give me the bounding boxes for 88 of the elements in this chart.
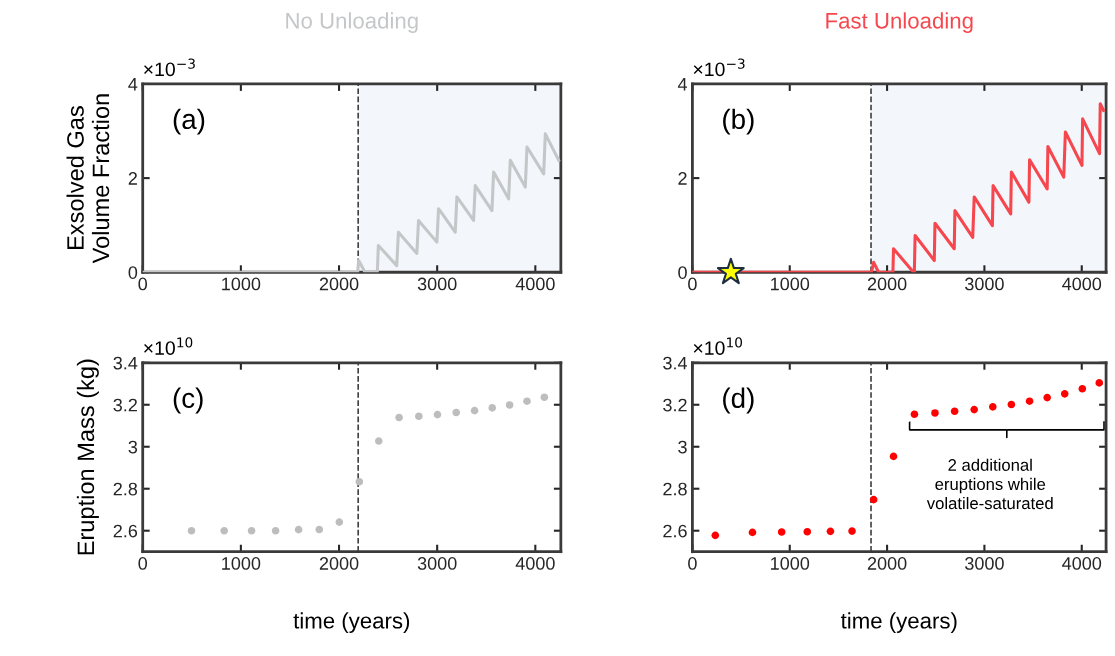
point [1095, 379, 1104, 387]
text: ×10$^{10}$ [693, 337, 742, 355]
x-tick-label: 3000 [417, 557, 457, 570]
point [315, 525, 324, 534]
point [711, 531, 720, 540]
point [523, 397, 531, 405]
chart-title: No Unloading [286, 12, 418, 34]
x-tick-label: 3000 [417, 277, 457, 291]
x-tick-label: 4000 [1062, 557, 1102, 570]
text: ×10$^{10}$ [144, 337, 193, 355]
x-axis-title: time (years) [293, 612, 410, 633]
y-tick-label: 3.4 [113, 356, 138, 370]
x-tick-label: 1000 [222, 277, 261, 291]
point [970, 405, 978, 414]
x-tick-label: 2000 [867, 557, 907, 570]
chart-title: Fast Unloading [826, 12, 973, 34]
annotation: 2 additional eruptions while volatile-saturated [926, 458, 1053, 510]
y-tick-label: 3.2 [663, 398, 687, 412]
point [433, 410, 442, 419]
x-tick-label: 2000 [319, 557, 359, 570]
y-tick-label: 2.6 [113, 524, 138, 538]
point [1007, 400, 1016, 409]
point [931, 409, 939, 417]
point [848, 527, 856, 535]
point [803, 527, 812, 536]
point [1043, 393, 1051, 402]
annotation: (d) [723, 387, 754, 414]
point [355, 477, 364, 486]
y-tick-label: 3.4 [663, 356, 688, 370]
x-tick-label: 3000 [965, 277, 1004, 291]
x-tick-label: 1000 [222, 557, 261, 570]
x-tick-label: 0 [688, 277, 697, 291]
y-tick-label: 2.8 [113, 482, 138, 496]
y-tick-label: 2 [678, 172, 687, 185]
y-axis-title: Exsolved Gas Volume Fraction [66, 94, 110, 264]
y-tick-label: 2.6 [663, 524, 687, 538]
annotation: (b) [723, 108, 754, 135]
x-tick-label: 3000 [965, 557, 1004, 570]
x-tick-label: 0 [138, 277, 148, 291]
x-tick-label: 1000 [771, 557, 810, 570]
point [910, 410, 919, 418]
point [889, 452, 898, 461]
point [950, 407, 959, 416]
point [294, 525, 303, 534]
y-tick-label: 4 [677, 78, 688, 91]
point [220, 526, 228, 535]
point [777, 528, 786, 536]
y-tick-label: 2 [128, 172, 137, 185]
x-tick-label: 0 [138, 557, 148, 570]
y-tick-label: 3 [678, 440, 687, 454]
point [187, 526, 196, 535]
point [1078, 384, 1087, 393]
point [826, 527, 835, 536]
point [452, 408, 461, 417]
point [470, 406, 479, 415]
x-tick-label: 4000 [515, 277, 555, 291]
annotation: (c) [173, 387, 203, 414]
annotation: (a) [173, 108, 205, 135]
y-tick-label: 0 [678, 266, 687, 279]
point [247, 526, 256, 535]
point [488, 404, 497, 412]
point [869, 495, 878, 504]
point [505, 401, 514, 409]
point [540, 393, 549, 401]
x-axis-title: time (years) [840, 612, 957, 633]
y-tick-label: 2.8 [663, 482, 687, 496]
text: ×10$^{−3}$ [144, 58, 195, 77]
x-tick-label: 2000 [867, 277, 907, 291]
point [395, 413, 403, 422]
point [335, 518, 344, 526]
y-tick-label: 0 [128, 266, 138, 279]
x-tick-label: 4000 [515, 557, 555, 570]
point [988, 403, 997, 411]
x-tick-label: 1000 [771, 277, 810, 291]
point [1025, 397, 1034, 405]
y-tick-label: 3 [128, 440, 138, 454]
y-axis-title: Eruption Mass (kg) [76, 359, 99, 555]
y-tick-label: 3.2 [113, 398, 137, 412]
x-tick-label: 2000 [319, 277, 359, 291]
x-tick-label: 0 [688, 557, 697, 570]
text: ×10$^{−3}$ [693, 58, 745, 77]
y-tick-label: 4 [128, 78, 138, 91]
point [271, 526, 280, 535]
point [1060, 390, 1069, 398]
x-tick-label: 4000 [1062, 277, 1102, 291]
point [415, 412, 423, 421]
point [374, 437, 383, 445]
point [748, 528, 757, 537]
